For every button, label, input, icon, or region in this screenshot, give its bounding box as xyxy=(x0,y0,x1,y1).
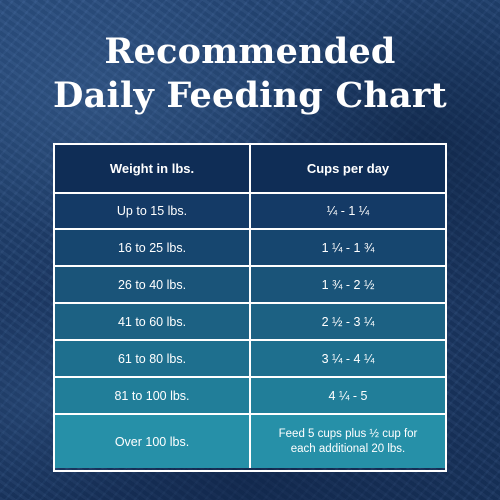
cups-cell: 1 ¼ - 1 ¾ xyxy=(321,240,375,255)
header-weight: Weight in lbs. xyxy=(55,145,251,192)
weight-cell: Over 100 lbs. xyxy=(55,415,251,468)
feeding-chart-table: Weight in lbs. Cups per day Up to 15 lbs… xyxy=(53,143,447,472)
cups-cell: 2 ½ - 3 ¼ xyxy=(321,314,375,329)
table-row: Up to 15 lbs. ¼ - 1 ¼ xyxy=(55,192,445,228)
title-line-1: Recommended xyxy=(104,31,396,72)
table-row: 26 to 40 lbs. 1 ¾ - 2 ½ xyxy=(55,265,445,302)
cups-cell: 3 ¼ - 4 ¼ xyxy=(321,351,375,366)
table-header-row: Weight in lbs. Cups per day xyxy=(55,145,445,192)
title-line-2: Daily Feeding Chart xyxy=(53,75,447,116)
table-row: 16 to 25 lbs. 1 ¼ - 1 ¾ xyxy=(55,228,445,265)
weight-cell: 26 to 40 lbs. xyxy=(55,267,251,302)
weight-cell: 61 to 80 lbs. xyxy=(55,341,251,376)
header-cups: Cups per day xyxy=(306,161,390,176)
cups-cell: 1 ¾ - 2 ½ xyxy=(321,277,375,292)
weight-cell: 41 to 60 lbs. xyxy=(55,304,251,339)
table-row: 61 to 80 lbs. 3 ¼ - 4 ¼ xyxy=(55,339,445,376)
page-title: Recommended Daily Feeding Chart xyxy=(0,30,500,118)
weight-cell: Up to 15 lbs. xyxy=(55,194,251,228)
table-row: 41 to 60 lbs. 2 ½ - 3 ¼ xyxy=(55,302,445,339)
weight-cell: 81 to 100 lbs. xyxy=(55,378,251,413)
cups-cell: 4 ¼ - 5 xyxy=(328,388,368,403)
weight-cell: 16 to 25 lbs. xyxy=(55,230,251,265)
cups-cell: Feed 5 cups plus ½ cup for each addition… xyxy=(278,427,418,455)
cups-cell: ¼ - 1 ¼ xyxy=(326,204,370,218)
table-row: Over 100 lbs. Feed 5 cups plus ½ cup for… xyxy=(55,413,445,468)
table-row: 81 to 100 lbs. 4 ¼ - 5 xyxy=(55,376,445,413)
